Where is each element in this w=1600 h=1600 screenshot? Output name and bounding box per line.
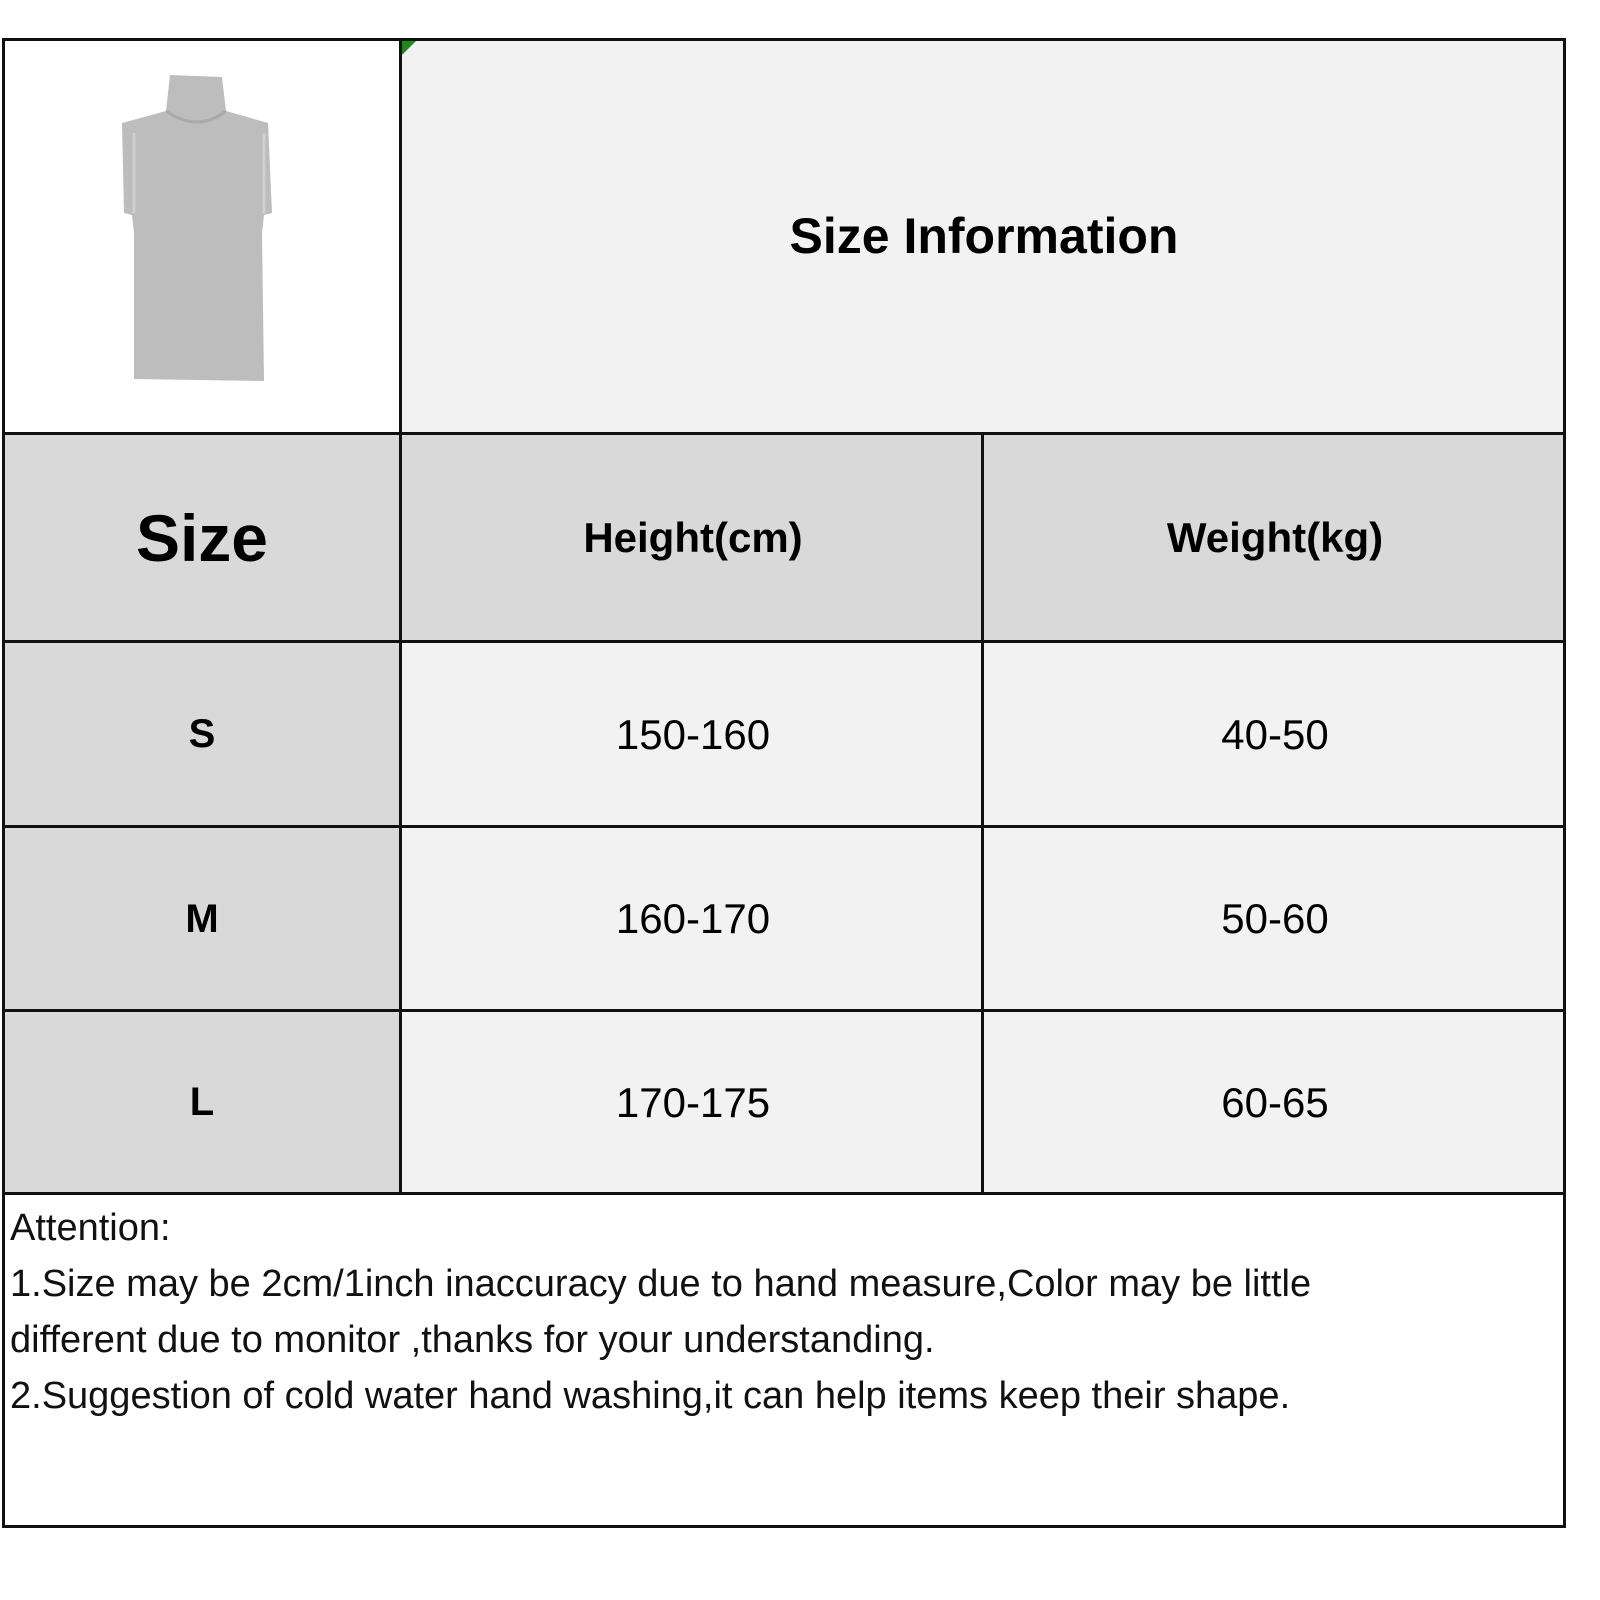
header-size: Size (2, 434, 402, 642)
table-row-m-weight: 50-60 (984, 827, 1566, 1011)
table-row-s-height: 150-160 (402, 642, 984, 827)
height-value: 160-170 (615, 895, 771, 942)
header-height: Height(cm) (402, 434, 984, 642)
divider (2, 825, 1566, 828)
divider (2, 432, 1566, 435)
size-label: L (189, 1080, 215, 1124)
weight-value: 40-50 (1221, 710, 1329, 758)
table-row-s-weight: 40-50 (984, 642, 1566, 827)
height-value: 150-160 (615, 710, 771, 758)
note-1-cont: different due to monitor ,thanks for you… (10, 1319, 935, 1361)
note-2: 2.Suggestion of cold water hand washing,… (10, 1375, 1291, 1417)
table-border (2, 38, 1566, 1528)
product-image (122, 75, 272, 381)
cell-marker-icon (402, 41, 416, 55)
height-value: 170-175 (615, 1078, 771, 1126)
divider (399, 38, 402, 1195)
divider (2, 1192, 1566, 1195)
table-row-l-size: L (2, 1011, 402, 1194)
table-row-l-height: 170-175 (402, 1011, 984, 1194)
header-weight-label: Weight(kg) (1166, 514, 1384, 561)
weight-value: 60-65 (1221, 1078, 1329, 1126)
title-cell: Size Information (402, 38, 1566, 434)
table-row-s-size: S (2, 642, 402, 827)
product-image-cell (2, 38, 402, 434)
size-label: S (188, 712, 216, 756)
notes-heading: Attention: (10, 1207, 171, 1249)
header-weight: Weight(kg) (984, 434, 1566, 642)
attention-notes: Attention: 1.Size may be 2cm/1inch inacc… (10, 1200, 1550, 1424)
weight-value: 50-60 (1221, 895, 1329, 942)
table-row-m-height: 160-170 (402, 827, 984, 1011)
header-size-label: Size (135, 501, 269, 575)
note-1: 1.Size may be 2cm/1inch inaccuracy due t… (10, 1263, 1312, 1305)
table-row-m-size: M (2, 827, 402, 1011)
divider (2, 640, 1566, 643)
divider (981, 433, 984, 1195)
page-title: Size Information (789, 208, 1179, 264)
header-height-label: Height(cm) (583, 514, 803, 561)
table-row-l-weight: 60-65 (984, 1011, 1566, 1194)
size-label: M (185, 896, 219, 941)
divider (2, 1009, 1566, 1012)
